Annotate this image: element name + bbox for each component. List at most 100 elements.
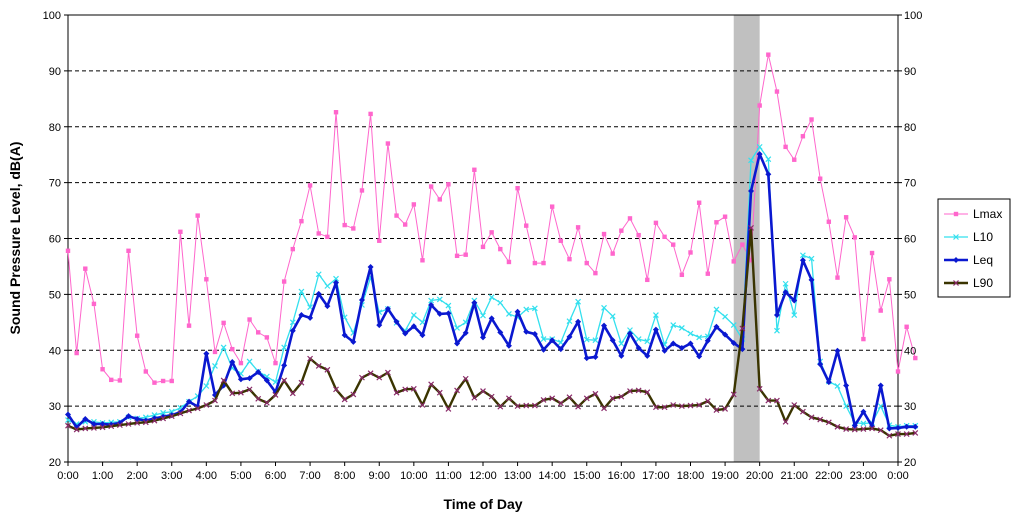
data-point [281, 279, 287, 284]
data-point [289, 390, 296, 397]
data-point [471, 394, 478, 401]
data-point [109, 377, 114, 383]
data-point [177, 410, 184, 417]
data-point [757, 103, 762, 108]
data-point [808, 255, 815, 262]
legend-marker [953, 257, 959, 263]
x-tick-label: 7:00 [299, 470, 320, 482]
data-point [860, 420, 867, 427]
data-point [704, 398, 711, 405]
data-point [160, 378, 166, 384]
data-point [644, 352, 651, 359]
data-point [549, 204, 555, 209]
data-point [359, 188, 365, 193]
data-point [558, 238, 564, 243]
data-point [74, 350, 79, 356]
legend-label: L10 [973, 230, 993, 244]
data-point [731, 259, 736, 264]
data-point [324, 283, 331, 289]
data-point [869, 425, 875, 432]
data-point [377, 238, 382, 243]
data-point [557, 346, 564, 353]
data-point [722, 405, 729, 412]
data-point [436, 310, 443, 317]
data-point [463, 252, 468, 257]
legend-item-l10: L10 [944, 230, 993, 244]
data-point [203, 402, 210, 408]
gridlines [68, 70, 898, 407]
data-point [125, 421, 132, 427]
data-point [904, 324, 909, 329]
data-point [523, 402, 530, 409]
data-point [877, 427, 884, 434]
data-point [618, 393, 625, 400]
data-point [799, 408, 806, 415]
data-point [307, 304, 314, 311]
data-point [454, 340, 461, 347]
data-point [91, 424, 97, 431]
data-point [714, 220, 719, 225]
y-tick-label: 90 [49, 66, 61, 78]
data-point [627, 216, 633, 221]
data-point [696, 402, 703, 408]
data-point [661, 347, 668, 354]
data-point [445, 302, 452, 309]
y-axis-left-ticks: 20 30 40 50 60 70 80 90 100 [43, 10, 68, 469]
data-point [420, 258, 425, 263]
data-point [160, 415, 167, 422]
legend-box [937, 198, 1011, 298]
data-point [851, 422, 858, 429]
data-point [644, 389, 651, 396]
data-point [627, 388, 633, 394]
x-axis-title: Time of Day [443, 496, 522, 512]
data-point [860, 426, 867, 432]
data-point [792, 157, 797, 162]
data-point [774, 397, 780, 404]
data-point [445, 310, 452, 317]
data-point [783, 144, 788, 150]
data-point [817, 416, 824, 423]
data-point [315, 290, 322, 297]
data-point [237, 389, 244, 396]
data-point [480, 334, 486, 341]
data-point [471, 299, 478, 306]
legend-item-lmax: Lmax [944, 207, 1002, 221]
data-point [722, 331, 729, 338]
data-point [143, 369, 149, 374]
y-tick-label-right: 30 [904, 401, 916, 413]
data-point [713, 323, 720, 330]
legend-marker [953, 211, 959, 217]
data-point [722, 214, 728, 219]
data-point [661, 404, 668, 411]
data-point [791, 402, 798, 408]
data-point [237, 376, 244, 383]
y-tick-label-right: 70 [904, 178, 916, 190]
data-point [514, 403, 521, 410]
data-point [756, 151, 763, 158]
legend-label: Leq [973, 253, 993, 267]
data-point [281, 344, 288, 351]
data-point [583, 336, 590, 343]
data-point [834, 423, 841, 430]
data-point [367, 263, 374, 270]
data-point [247, 317, 252, 322]
data-point [90, 421, 97, 428]
data-point [488, 315, 495, 322]
data-point [540, 346, 547, 353]
data-point [497, 329, 504, 336]
data-point [402, 330, 409, 337]
data-point [671, 242, 676, 247]
data-point [601, 322, 608, 329]
data-point [333, 279, 340, 286]
data-point [652, 326, 659, 333]
data-point [895, 369, 901, 374]
data-point [394, 213, 399, 218]
x-tick-label: 8:00 [334, 470, 355, 482]
data-point [351, 226, 356, 231]
data-point [169, 378, 174, 384]
data-point [652, 404, 659, 411]
data-point [497, 403, 504, 410]
data-point [402, 386, 409, 393]
data-point [342, 222, 347, 228]
data-point [886, 432, 893, 439]
